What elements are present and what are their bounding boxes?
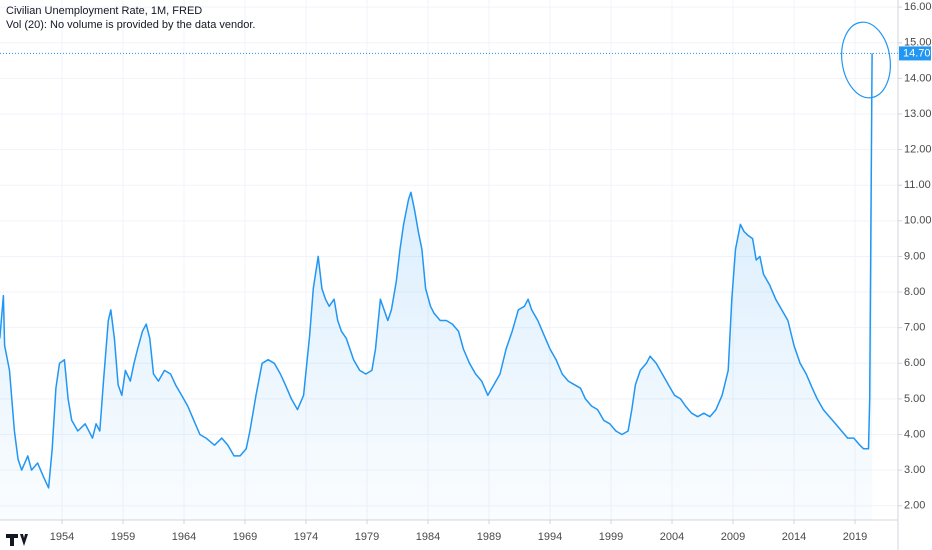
y-tick-label: 2.00: [904, 500, 925, 512]
y-tick-label: 6.00: [904, 357, 925, 369]
line: [0, 53, 873, 489]
x-tick-label: 1954: [50, 531, 74, 543]
chart-subtitle: Vol (20): No volume is provided by the d…: [6, 19, 255, 31]
y-tick-label: 4.00: [904, 428, 925, 440]
last-value-label: 14.70: [903, 47, 931, 59]
x-tick-label: 1999: [599, 531, 623, 543]
y-tick-label: 11.00: [904, 179, 931, 191]
x-tick-label: 2014: [782, 531, 806, 543]
y-tick-label: 13.00: [904, 108, 932, 120]
x-tick-label: 1974: [294, 531, 318, 543]
area-fill: [0, 53, 873, 520]
x-tick-label: 2019: [843, 531, 867, 543]
hand-drawn-circle: [841, 21, 891, 99]
y-tick-label: 16.00: [904, 1, 932, 13]
y-tick-label: 3.00: [904, 464, 925, 476]
x-tick-label: 1994: [538, 531, 562, 543]
y-tick-label: 5.00: [904, 393, 925, 405]
y-tick-label: 15.00: [904, 37, 932, 49]
y-tick-label: 7.00: [904, 322, 925, 334]
y-tick-label: 12.00: [904, 143, 932, 155]
x-tick-label: 1964: [172, 531, 196, 543]
x-tick-label: 1989: [477, 531, 501, 543]
x-tick-label: 2009: [721, 531, 745, 543]
last-value-box: [899, 46, 931, 61]
x-tick-label: 1969: [233, 531, 257, 543]
x-tick-label: 1959: [111, 531, 135, 543]
plot: [0, 53, 873, 520]
y-tick-label: 14.00: [904, 72, 932, 84]
x-tick-label: 1979: [355, 531, 379, 543]
tradingview-logo: [6, 534, 28, 546]
y-tick-label: 8.00: [904, 286, 925, 298]
logo: [6, 534, 28, 546]
x-tick-label: 2004: [660, 531, 684, 543]
chart-title: Civilian Unemployment Rate, 1M, FRED: [6, 5, 202, 17]
y-tick-label: 10.00: [904, 215, 932, 227]
x-tick-label: 1984: [416, 531, 440, 543]
y-tick-label: 9.00: [904, 250, 925, 262]
